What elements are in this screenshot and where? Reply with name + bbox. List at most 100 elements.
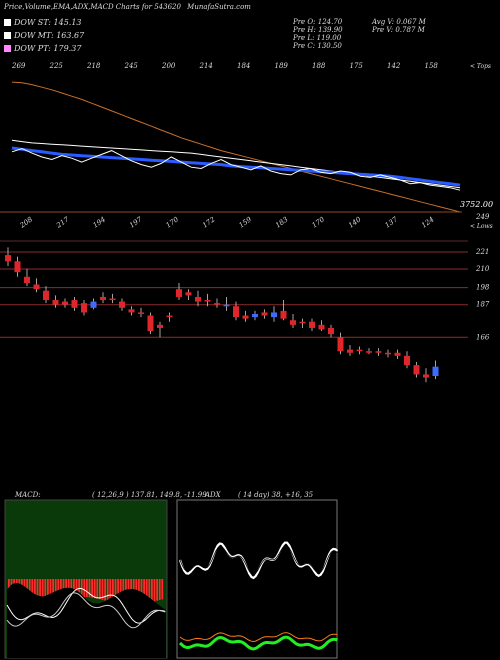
adx-plus-di-inner: [179, 545, 338, 576]
candle-body: [43, 290, 49, 301]
macd-hist-bar: [31, 579, 34, 605]
bottom-label: 194: [92, 215, 108, 229]
y-axis-label: 210: [475, 265, 490, 273]
macd-hist-bar: [44, 579, 47, 604]
volume-label: 3752.00: [460, 200, 493, 209]
top-label: 188: [312, 62, 326, 70]
candle-body: [109, 298, 116, 301]
macd-hist-bar: [47, 579, 49, 604]
macd-hist-bar: [106, 579, 109, 602]
macd-hist-bar: [96, 579, 99, 599]
candle-body: [394, 352, 401, 356]
candle-body: [176, 289, 182, 297]
macd-hist-bar: [75, 579, 78, 598]
candle-body: [185, 292, 192, 296]
candle-body: [100, 296, 106, 301]
candle-body: [71, 300, 78, 308]
top-label: 158: [425, 62, 439, 70]
candle-body: [356, 349, 363, 352]
candle-body: [223, 304, 230, 307]
candle-body: [280, 310, 287, 319]
macd-hist-bar: [49, 579, 52, 603]
lows-tag: < Lows: [470, 223, 493, 230]
macd-hist-bar: [34, 579, 36, 605]
candle-body: [138, 312, 144, 314]
y-axis-label: 187: [476, 301, 490, 309]
candle-body: [261, 312, 268, 316]
macd-title: MACD:: [14, 491, 41, 499]
macd-hist-bar: [112, 579, 114, 603]
y-axis-label: 198: [476, 284, 490, 292]
ohlc-low: Pre L: 119.00: [293, 34, 342, 42]
y-axis-label: 166: [476, 333, 490, 341]
macd-hist-bar: [36, 579, 39, 605]
macd-hist-bar: [148, 579, 151, 603]
candle-body: [423, 374, 429, 378]
candle-body: [318, 324, 325, 330]
candle-body: [404, 355, 410, 366]
macd-params: ( 12,26,9 ) 137.81, 149.8, -11.99: [92, 491, 207, 499]
legend-label: DOW PT: 179.37: [14, 44, 82, 53]
top-label: 245: [124, 62, 139, 70]
y-axis-label: 221: [475, 248, 489, 256]
legend-label: DOW MT: 163.67: [14, 31, 85, 40]
y-axis-label: 249: [475, 213, 490, 221]
bottom-label: 183: [274, 215, 290, 230]
candle-body: [252, 314, 258, 318]
top-label: 225: [49, 62, 64, 70]
macd-hist-bar: [161, 579, 164, 600]
top-label: 214: [199, 62, 213, 70]
macd-line: [6, 587, 166, 624]
macd-hist-bar: [153, 579, 156, 602]
macd-hist-bar: [109, 579, 112, 602]
candle-body: [166, 315, 173, 318]
adx-line: [178, 635, 338, 651]
site-name: MunafaSutra.com: [187, 3, 251, 11]
bottom-label: 197: [128, 215, 144, 230]
candle-body: [309, 321, 315, 328]
candle-body: [128, 309, 135, 313]
bottom-label: 208: [18, 215, 35, 230]
macd-hist-bar: [39, 579, 41, 605]
top-label: 200: [161, 62, 176, 70]
candle-body: [119, 301, 125, 308]
candle-body: [413, 365, 420, 375]
candle-body: [242, 315, 249, 319]
candle-body: [24, 276, 30, 283]
ohlc-high: Pre H: 139.90: [293, 26, 343, 34]
candle-body: [299, 321, 306, 324]
candle-body: [214, 303, 220, 305]
legend-label: DOW ST: 145.13: [14, 18, 82, 27]
legend-dow-pt: DOW PT: 179.37: [4, 44, 81, 53]
bottom-label: 140: [347, 215, 363, 230]
legend-dow-mt: DOW MT: 163.67: [4, 31, 84, 40]
macd-hist-bar: [101, 579, 104, 600]
candle-body: [347, 349, 353, 353]
candle-body: [432, 366, 439, 376]
macd-hist-bar: [119, 579, 122, 605]
macd-hist-bar: [117, 579, 119, 604]
avg-volume: Avg V: 0.067 M: [372, 18, 426, 26]
candle-body: [366, 351, 372, 353]
bottom-label: 124: [420, 215, 436, 229]
macd-hist-bar: [114, 579, 117, 604]
macd-hist-bar: [151, 579, 153, 603]
legend-swatch: [4, 19, 11, 26]
macd-hist-bar: [41, 579, 44, 605]
macd-hist-bar: [73, 579, 75, 598]
candle-body: [375, 351, 382, 353]
candle-body: [33, 284, 40, 290]
candle-body: [62, 301, 68, 305]
adx-minus-di-line: [179, 632, 338, 643]
macd-hist-bar: [158, 579, 161, 601]
chart-title: Price,Volume,EMA,ADX,MACD Charts for 543…: [4, 3, 251, 11]
candle-body: [290, 320, 296, 325]
legend-dow-st: DOW ST: 145.13: [4, 18, 82, 27]
top-label: 184: [237, 62, 250, 70]
candle-body: [271, 312, 277, 318]
top-label: 142: [387, 62, 401, 70]
macd-hist-bar: [86, 579, 88, 598]
macd-hist-bar: [143, 579, 145, 604]
